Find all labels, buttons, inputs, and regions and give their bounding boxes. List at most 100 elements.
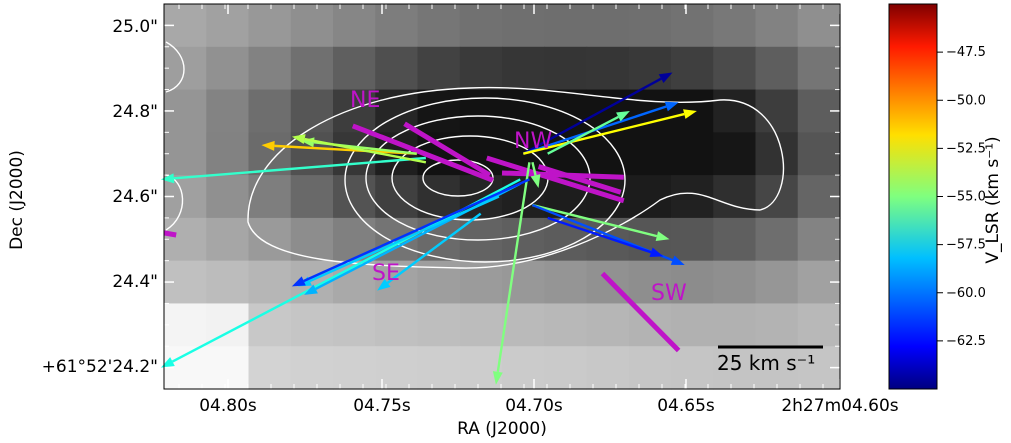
image-pixel <box>375 303 419 347</box>
image-pixel <box>206 132 250 176</box>
arrow-head <box>655 231 670 241</box>
image-pixel <box>290 46 334 91</box>
scale-bar: 25 km s⁻¹ <box>717 345 823 375</box>
arrow-head <box>261 140 275 151</box>
image-pixel <box>164 303 207 347</box>
x-tick-label: 04.65s <box>657 396 715 416</box>
image-pixel <box>417 303 461 347</box>
arrow-head <box>664 101 679 112</box>
image-pixel <box>628 4 672 48</box>
image-pixel <box>248 217 292 262</box>
magenta-bar <box>537 164 622 195</box>
image-pixel <box>164 217 207 262</box>
arrow-shaft <box>173 156 426 180</box>
image-pixel <box>417 89 461 133</box>
image-pixel <box>713 175 757 219</box>
image-pixel <box>459 89 503 133</box>
image-pixel <box>459 303 503 347</box>
arrow-head <box>649 247 664 258</box>
plot-area <box>160 4 841 390</box>
arrow-head <box>530 174 541 188</box>
arrow-shaft <box>522 77 662 155</box>
image-pixel <box>628 260 672 305</box>
magenta-bar <box>351 123 494 183</box>
image-pixel <box>628 346 672 390</box>
image-pixel <box>459 4 503 48</box>
image-pixel <box>797 217 841 262</box>
image-pixel <box>544 346 588 390</box>
scale-bar-label: 25 km s⁻¹ <box>717 351 815 375</box>
arrow-shaft <box>309 195 500 283</box>
image-pixel <box>671 260 714 305</box>
plot-frame <box>163 3 841 390</box>
image-pixel <box>755 132 799 176</box>
image-pixel <box>586 346 630 390</box>
image-pixel <box>544 46 588 91</box>
image-pixel <box>290 89 334 133</box>
arrow-head <box>291 134 306 144</box>
arrow-shaft <box>523 112 685 155</box>
colorbar-tick-label: −52.5 <box>946 141 986 156</box>
image-pixel <box>713 346 757 390</box>
image-pixel <box>755 303 799 347</box>
arrow-shaft <box>274 144 417 155</box>
y-tick-label: 25.0" <box>112 17 158 37</box>
image-pixel <box>417 346 461 390</box>
image-pixel <box>755 260 799 305</box>
image-pixel <box>206 217 250 262</box>
image-pixel <box>502 346 545 390</box>
image-pixel <box>333 4 376 48</box>
image-pixel <box>459 46 503 91</box>
velocity-arrow <box>291 178 530 287</box>
image-pixel <box>755 46 799 91</box>
image-pixel <box>502 217 545 262</box>
magenta-bar <box>600 271 681 353</box>
x-axis-label: RA (J2000) <box>457 419 547 439</box>
arrow-head <box>616 110 630 122</box>
region-label-se: SE <box>372 261 400 286</box>
velocity-arrow <box>532 203 670 241</box>
image-pixel <box>713 4 757 48</box>
magenta-bar <box>403 121 492 178</box>
image-pixel <box>586 132 630 176</box>
velocity-arrow <box>523 109 697 155</box>
colorbar-gradient <box>888 3 938 390</box>
image-pixel <box>375 175 419 219</box>
arrow-head <box>670 255 685 265</box>
image-pixel <box>248 346 292 390</box>
colorbar-tick-label: −55.0 <box>946 190 986 205</box>
image-pixel <box>164 132 207 176</box>
y-tick-label: 24.4" <box>112 272 158 292</box>
image-pixel <box>248 260 292 305</box>
image-pixel <box>206 46 250 91</box>
contour <box>247 86 785 269</box>
image-pixel <box>671 132 714 176</box>
image-pixel <box>671 4 714 48</box>
colorbar: −47.5 −50.0 −52.5 −55.0 −57.5 −60.0 −62.5 V_LS… <box>888 3 1003 390</box>
image-pixel <box>206 260 250 305</box>
image-pixel <box>502 46 545 91</box>
region-labels: NE NW SE SW <box>350 88 687 306</box>
y-axis-label: Dec (J2000) <box>7 150 27 250</box>
arrow-shaft <box>304 137 427 164</box>
image-pixel <box>248 46 292 91</box>
image-pixel <box>586 46 630 91</box>
image-pixel <box>586 4 630 48</box>
image-pixel <box>755 89 799 133</box>
colorbar-tick-label: −60.0 <box>946 286 986 301</box>
colorbar-tick-label: −47.5 <box>946 45 986 60</box>
image-pixel <box>713 217 757 262</box>
image-pixel <box>417 46 461 91</box>
image-pixel <box>248 4 292 48</box>
image-pixel <box>333 46 376 91</box>
colorbar-tick-label: −57.5 <box>946 238 986 253</box>
arrow-shaft <box>496 162 531 373</box>
arrow-shaft <box>303 178 530 283</box>
y-tick-label: +61°52'24.2" <box>42 357 158 377</box>
arrow-head <box>377 278 391 291</box>
image-pixel <box>797 46 841 91</box>
x-axis: 04.80s 04.75s 04.70s 04.65s 2h27m04.60s … <box>199 396 899 439</box>
image-pixel <box>333 303 376 347</box>
arrow-head <box>492 371 503 385</box>
